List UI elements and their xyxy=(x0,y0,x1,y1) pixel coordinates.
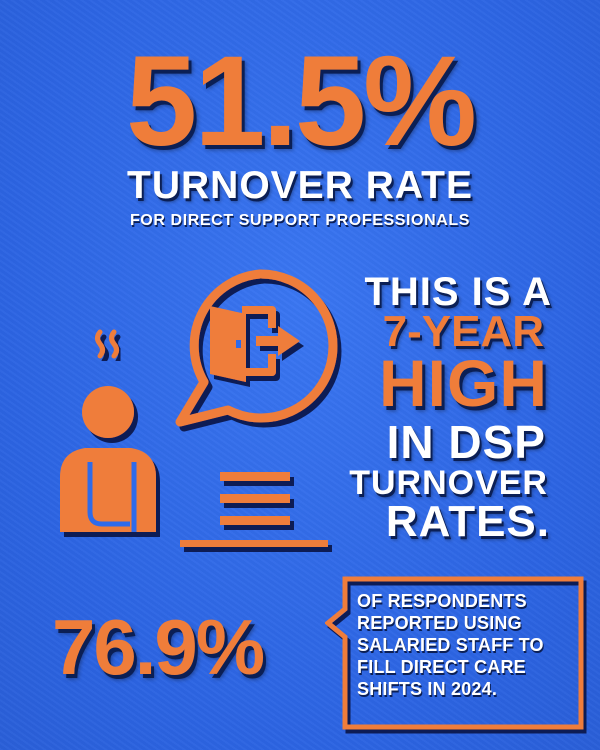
person-arm xyxy=(87,462,137,532)
headline-subtitle: FOR DIRECT SUPPORT PROFESSIONALS xyxy=(129,212,471,229)
highlight-line-6: RATES. xyxy=(385,497,550,546)
headline-title: TURNOVER RATE xyxy=(127,164,473,207)
callout-box xyxy=(325,576,584,730)
stressed-worker-icon xyxy=(60,386,156,532)
desk-icon xyxy=(180,472,328,547)
headline-percent: 51.5% xyxy=(126,30,477,173)
secondary-percent: 76.9% xyxy=(52,603,265,691)
highlight-line-1: THIS IS A xyxy=(364,270,552,314)
callout-line-3: SALARIED STAFF TO xyxy=(357,635,544,655)
stress-marks-icon xyxy=(95,329,119,359)
exit-door-icon xyxy=(210,306,300,382)
highlight-line-5: TURNOVER xyxy=(349,464,548,502)
callout-line-1: OF RESPONDENTS xyxy=(357,591,527,611)
highlight-line-3: HIGH xyxy=(379,346,548,420)
highlight-line-2: 7-YEAR xyxy=(382,307,544,356)
illustration xyxy=(60,269,338,547)
callout-line-5: SHIFTS IN 2024. xyxy=(357,679,498,699)
callout-line-2: REPORTED USING xyxy=(357,613,522,633)
speech-bubble-icon xyxy=(175,269,338,427)
highlight-line-4: IN DSP xyxy=(386,416,546,468)
callout-line-4: FILL DIRECT CARE xyxy=(357,657,526,677)
callout-text: OF RESPONDENTS REPORTED USING SALARIED S… xyxy=(357,590,587,700)
